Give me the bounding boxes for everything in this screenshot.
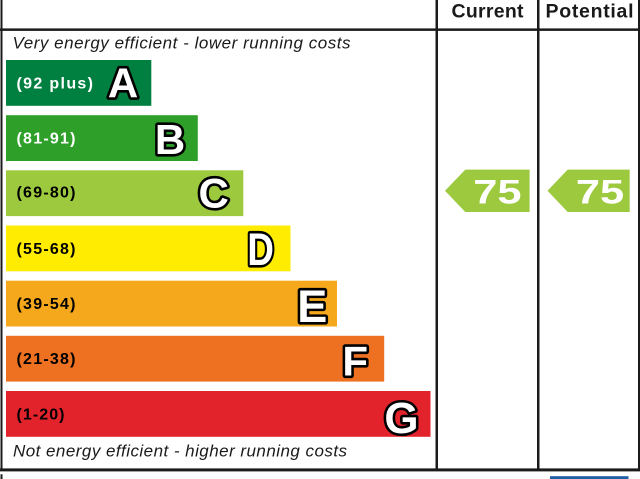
svg-text:E: E <box>297 281 327 332</box>
svg-text:75: 75 <box>576 174 624 212</box>
svg-text:A: A <box>108 59 138 106</box>
svg-text:G: G <box>384 394 418 443</box>
svg-text:C: C <box>199 170 229 217</box>
svg-text:(21-38): (21-38) <box>17 351 76 368</box>
svg-text:75: 75 <box>473 174 521 212</box>
svg-text:D: D <box>247 224 274 275</box>
svg-text:F: F <box>342 337 368 384</box>
svg-text:(1-20): (1-20) <box>17 406 65 423</box>
svg-text:(39-54): (39-54) <box>17 296 76 313</box>
svg-text:(81-91): (81-91) <box>17 131 76 148</box>
svg-text:Potential: Potential <box>546 1 634 23</box>
svg-text:(69-80): (69-80) <box>17 185 76 202</box>
svg-text:Not energy efficient - higher: Not energy efficient - higher running co… <box>13 442 348 461</box>
svg-text:(92 plus): (92 plus) <box>17 75 94 92</box>
svg-text:B: B <box>155 116 185 163</box>
svg-text:(55-68): (55-68) <box>17 241 76 258</box>
svg-text:Very energy efficient - lower: Very energy efficient - lower running co… <box>13 34 352 53</box>
svg-text:Current: Current <box>452 1 525 23</box>
